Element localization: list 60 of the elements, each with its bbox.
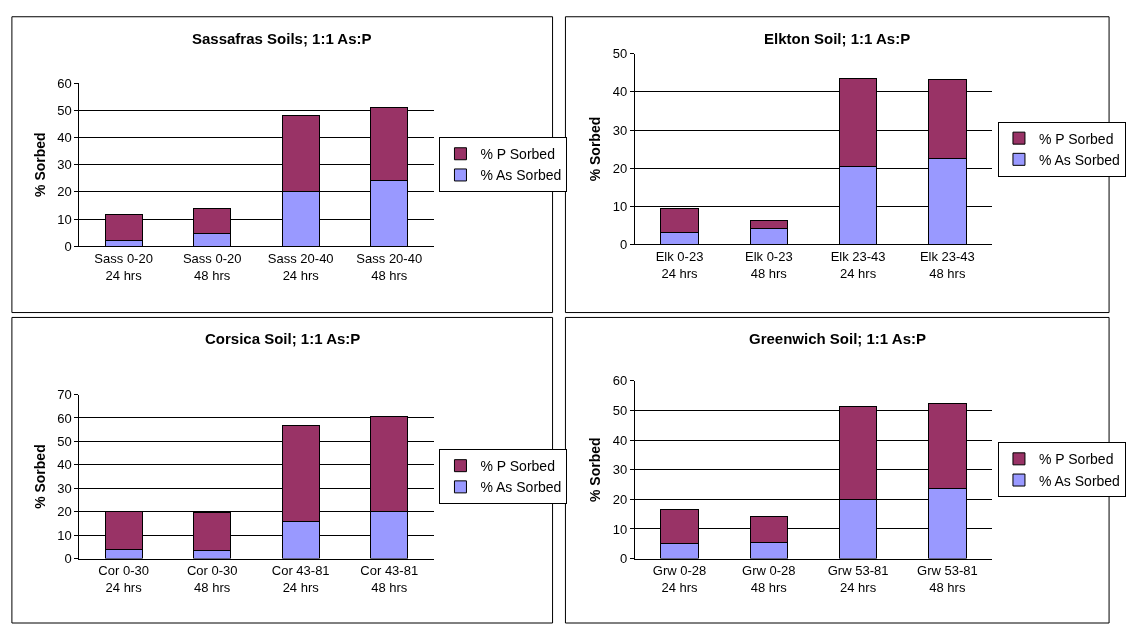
y-tick-label: 50 [57,102,72,118]
y-tick-label: 60 [57,410,72,426]
x-tick-label: Cor 43-81 48 hrs [360,563,419,596]
x-tick-label: Sass 0-20 48 hrs [182,250,242,283]
chart-title: Sassafras Soils; 1:1 As:P [192,30,372,47]
y-tick-label: 0 [64,238,72,254]
x-tick-label: Cor 0-30 24 hrs [98,563,149,596]
x-tick-label: Grw 53-81 24 hrs [827,563,889,596]
x-tick-label: Sass 0-20 24 hrs [94,250,153,283]
y-tick-label: 60 [57,75,72,91]
y-tick-label: 0 [64,551,72,567]
y-tick-label: 30 [612,122,628,138]
legend-label: % As Sorbed [480,167,562,184]
x-tick-label: Sass 20-40 48 hrs [356,250,423,283]
x-tick-label: Sass 20-40 24 hrs [267,250,334,283]
legend-label: % As Sorbed [480,479,562,496]
y-axis-title: % Sorbed [587,437,604,503]
y-tick-label: 70 [57,387,72,403]
y-tick-label: 50 [612,403,628,419]
y-tick-label: 40 [57,457,72,473]
y-tick-label: 20 [612,160,628,176]
x-tick-label: Elk 23-43 48 hrs [919,248,975,281]
chart-title: Corsica Soil; 1:1 As:P [205,330,361,347]
y-tick-label: 30 [612,462,628,478]
legend-label: % P Sorbed [480,458,555,475]
y-tick-label: 40 [57,130,72,146]
x-tick-label: Grw 53-81 48 hrs [917,563,978,596]
y-tick-label: 10 [612,198,628,214]
y-tick-label: 10 [57,527,72,543]
y-tick-label: 40 [612,432,628,448]
y-tick-label: 0 [620,236,628,252]
legend-label: % As Sorbed [1038,472,1120,489]
chart-title: Elkton Soil; 1:1 As:P [764,30,911,47]
chart-title: Greenwich Soil; 1:1 As:P [749,330,926,347]
y-tick-label: 0 [620,551,628,567]
x-tick-label: Cor 0-30 48 hrs [186,563,238,596]
legend-label: % P Sorbed [480,146,555,163]
x-tick-label: Grw 0-28 48 hrs [742,563,796,596]
y-tick-label: 20 [57,184,72,200]
y-tick-label: 30 [57,480,72,496]
y-tick-label: 50 [612,46,628,62]
y-axis-title: % Sorbed [31,132,48,197]
y-tick-label: 10 [57,211,72,227]
x-tick-label: Cor 43-81 24 hrs [271,563,330,596]
y-tick-label: 20 [612,491,628,507]
y-tick-label: 40 [612,84,628,100]
x-tick-label: Elk 23-43 24 hrs [830,248,886,281]
y-axis-title: % Sorbed [31,444,48,509]
x-tick-label: Elk 0-23 48 hrs [744,248,793,281]
x-tick-label: Elk 0-23 24 hrs [655,248,704,281]
y-tick-label: 60 [612,373,628,389]
y-axis-title: % Sorbed [587,116,604,182]
legend-label: % P Sorbed [1038,451,1114,468]
y-tick-label: 10 [612,521,628,537]
y-tick-label: 30 [57,157,72,173]
y-tick-label: 20 [57,504,72,520]
legend-label: % As Sorbed [1038,151,1120,168]
legend-label: % P Sorbed [1038,130,1114,147]
x-tick-label: Grw 0-28 24 hrs [652,563,707,596]
y-tick-label: 50 [57,433,72,449]
